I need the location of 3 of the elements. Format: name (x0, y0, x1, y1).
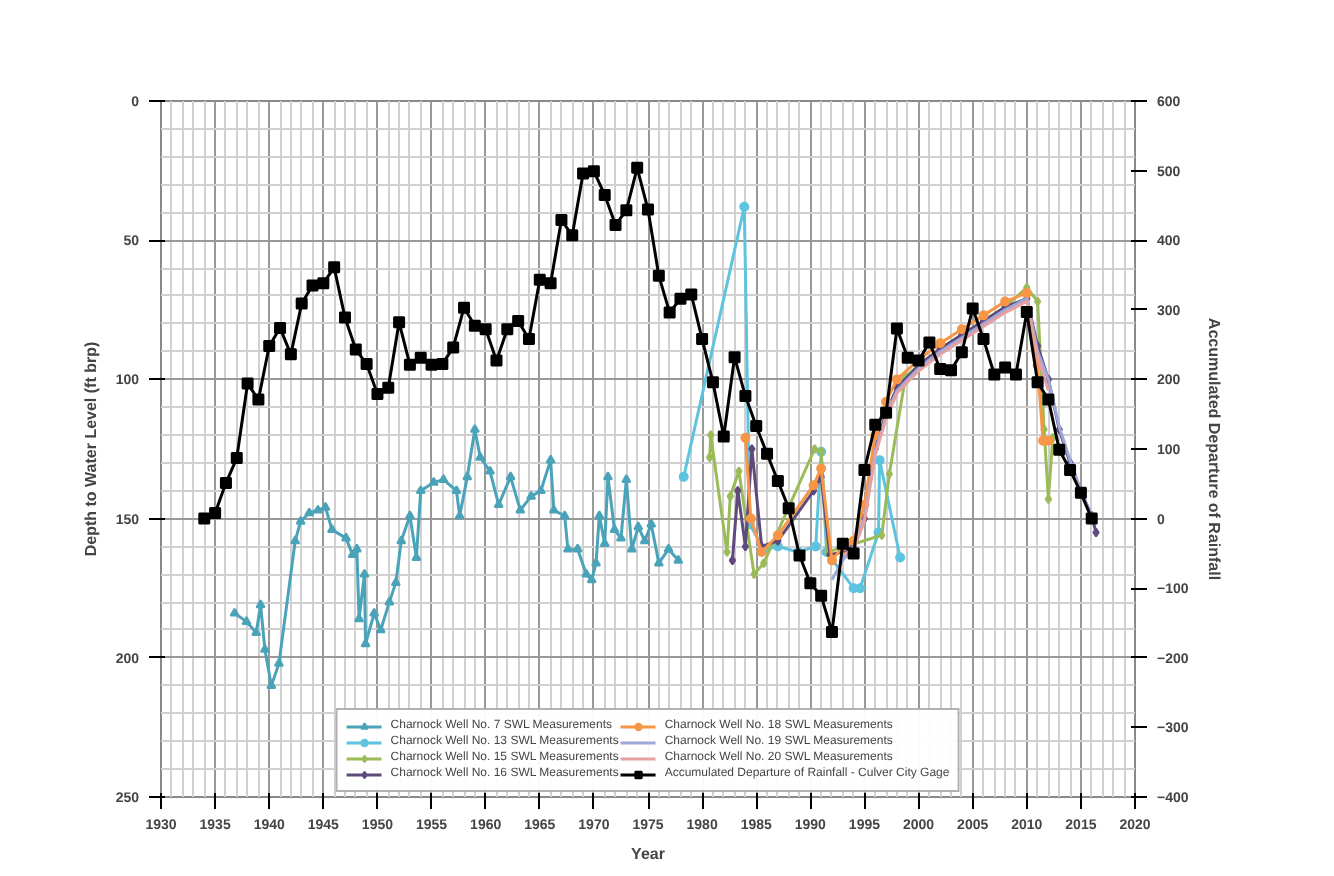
y-axis-title: Depth to Water Level (ft brp) (81, 341, 100, 557)
y2-axis-title: Accumulated Departure of Rainfall (1204, 317, 1223, 581)
x-axis-title: Year (631, 845, 665, 863)
